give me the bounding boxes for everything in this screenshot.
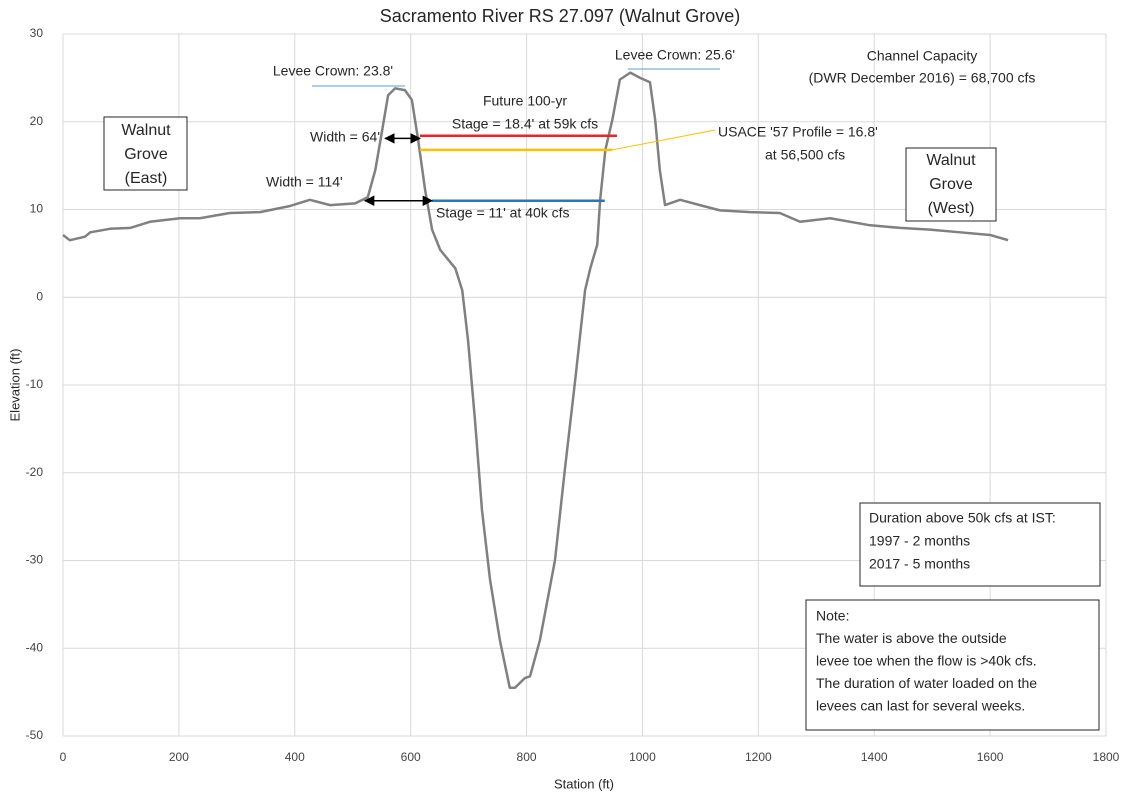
width-label: Width = 114'	[266, 174, 343, 190]
capacity-text: Channel Capacity	[867, 48, 978, 64]
x-tick-label: 1200	[745, 750, 772, 764]
y-tick-label: 10	[30, 202, 44, 216]
stage-label: Future 100-yr	[483, 93, 567, 109]
text-box	[905, 147, 997, 222]
y-tick-label: -30	[26, 553, 44, 567]
x-tick-label: 0	[60, 750, 67, 764]
y-tick-label: 20	[30, 114, 44, 128]
box-text: (East)	[125, 170, 168, 187]
y-axis-label: Elevation (ft)	[7, 349, 22, 422]
text-box	[805, 599, 1100, 731]
box-text: The water is above the outside	[816, 630, 1007, 646]
stage-label: USACE '57 Profile = 16.8'	[718, 124, 878, 140]
y-tick-label: -10	[26, 377, 44, 391]
stage-label: at 56,500 cfs	[765, 147, 845, 163]
y-tick-label: 30	[30, 26, 44, 40]
box-text: Duration above 50k cfs at IST:	[869, 510, 1056, 526]
x-tick-label: 600	[401, 750, 421, 764]
box-text: (West)	[928, 200, 975, 217]
box-text: Walnut	[121, 122, 171, 139]
y-tick-label: -40	[26, 640, 44, 654]
levee-crown-label: Levee Crown: 25.6'	[615, 47, 735, 63]
stage-label: Stage = 18.4' at 59k cfs	[452, 116, 598, 132]
y-tick-label: 0	[36, 289, 43, 303]
box-text: Walnut	[926, 152, 976, 169]
box-text: 1997 - 2 months	[869, 533, 970, 549]
text-box	[859, 502, 1101, 587]
box-text: 2017 - 5 months	[869, 556, 970, 572]
box-text: levee toe when the flow is >40k cfs.	[816, 653, 1037, 669]
stage-label: Stage = 11' at 40k cfs	[436, 205, 570, 221]
x-tick-label: 400	[285, 750, 305, 764]
x-tick-label: 800	[517, 750, 537, 764]
x-tick-label: 1000	[629, 750, 656, 764]
x-tick-label: 1400	[861, 750, 888, 764]
box-text: Grove	[929, 176, 973, 193]
x-tick-label: 1800	[1093, 750, 1120, 764]
profile-line	[62, 71, 1009, 689]
box-text: The duration of water loaded on the	[816, 675, 1037, 691]
x-tick-label: 200	[169, 750, 189, 764]
y-tick-label: -50	[26, 728, 44, 742]
width-label: Width = 64'	[310, 129, 380, 145]
chart-title: Sacramento River RS 27.097 (Walnut Grove…	[380, 6, 740, 26]
x-tick-label: 1600	[977, 750, 1004, 764]
box-text: Grove	[124, 146, 168, 163]
text-box	[103, 116, 188, 191]
y-tick-label: -20	[26, 465, 44, 479]
box-text: Note:	[816, 608, 849, 624]
callout-line	[612, 129, 716, 151]
box-text: levees can last for several weeks.	[816, 698, 1025, 714]
x-axis-label: Station (ft)	[554, 776, 614, 791]
levee-crown-label: Levee Crown: 23.8'	[273, 63, 393, 79]
capacity-text: (DWR December 2016) = 68,700 cfs	[809, 70, 1036, 86]
